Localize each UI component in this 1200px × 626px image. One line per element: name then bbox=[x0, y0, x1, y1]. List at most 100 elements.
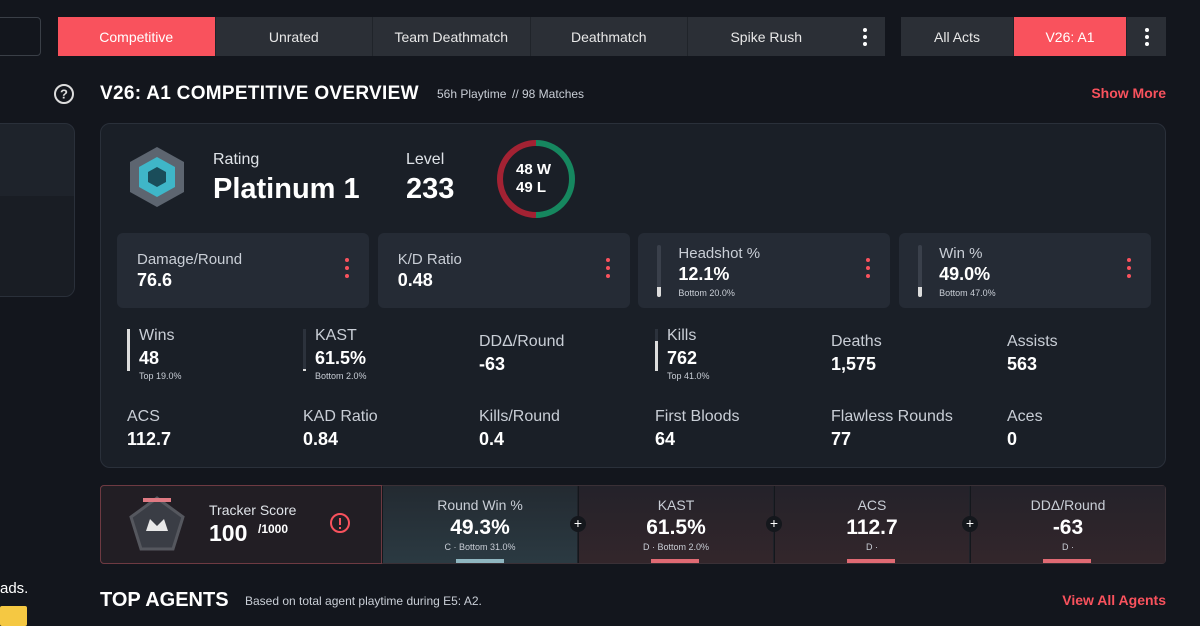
mode-tab[interactable]: Competitive bbox=[58, 17, 216, 56]
stat: Wins 48 Top 19.0% bbox=[127, 327, 297, 381]
metric-value: 112.7 bbox=[846, 516, 898, 539]
win-loss-ring bbox=[497, 140, 575, 218]
metric-grade: C · Bottom 31.0% bbox=[444, 542, 516, 552]
stat-card: Win % 49.0% Bottom 47.0% bbox=[899, 233, 1152, 308]
grade-bar bbox=[1043, 559, 1091, 563]
grade-bar bbox=[651, 559, 699, 563]
metric-grade: D · bbox=[1062, 542, 1074, 552]
stat: KAD Ratio 0.84 bbox=[303, 408, 473, 450]
mode-tab[interactable]: Team Deathmatch bbox=[373, 17, 531, 56]
more-button[interactable] bbox=[845, 17, 885, 56]
percentile-bar bbox=[127, 329, 130, 371]
stat-percentile: Top 41.0% bbox=[667, 371, 710, 381]
stat-value: 77 bbox=[831, 429, 852, 449]
rating-label: Rating bbox=[213, 151, 260, 168]
stat-percentile: Bottom 47.0% bbox=[939, 288, 996, 298]
more-button[interactable] bbox=[1127, 17, 1166, 56]
top-agents-note: Based on total agent playtime during E5:… bbox=[245, 594, 482, 608]
stat-label: ACS bbox=[127, 408, 160, 425]
dot bbox=[605, 258, 610, 262]
act-tab[interactable]: V26: A1 bbox=[1014, 17, 1127, 56]
mode-tab[interactable]: Deathmatch bbox=[530, 17, 688, 56]
view-all-agents[interactable]: View All Agents bbox=[1062, 592, 1166, 608]
svg-text:?: ? bbox=[60, 87, 68, 102]
stat-card: Headshot % 12.1% Bottom 20.0% bbox=[638, 233, 891, 308]
tracker-metric: DDΔ/Round -63 D · bbox=[970, 486, 1165, 563]
playtime: 56h Playtime bbox=[437, 87, 507, 101]
left-fragment: ads. bbox=[0, 580, 29, 597]
metric-value: 49.3% bbox=[450, 516, 510, 539]
stat-value: 0.84 bbox=[303, 429, 339, 449]
dot bbox=[345, 266, 349, 270]
percentile-fill bbox=[127, 329, 130, 371]
expand-icon[interactable]: + bbox=[962, 516, 978, 532]
stat: Assists 563 bbox=[1007, 333, 1177, 375]
stat-value: 563 bbox=[1007, 354, 1038, 374]
help-icon[interactable]: ? bbox=[53, 83, 75, 105]
stat-label: Kills bbox=[667, 327, 697, 344]
stat-value: 49.0% bbox=[939, 264, 991, 284]
tracker-label: Tracker Score bbox=[209, 502, 297, 518]
kebab-menu[interactable] bbox=[345, 258, 349, 282]
losses: 49 L bbox=[516, 179, 546, 196]
metric-value: -63 bbox=[1052, 516, 1084, 539]
stat-label: KAST bbox=[315, 327, 357, 344]
dot bbox=[866, 274, 871, 278]
dot bbox=[345, 258, 349, 262]
dot bbox=[345, 274, 349, 278]
search-box[interactable] bbox=[0, 17, 41, 56]
percentile-bar bbox=[918, 245, 923, 297]
mode-tab[interactable]: Unrated bbox=[215, 17, 373, 56]
tracker-max: /1000 bbox=[258, 522, 289, 536]
info-icon[interactable] bbox=[329, 512, 351, 534]
show-more[interactable]: Show More bbox=[1091, 85, 1166, 101]
stat-label: Win % bbox=[939, 245, 983, 262]
grade-bar bbox=[847, 559, 895, 563]
dot bbox=[605, 274, 610, 278]
stat-card: K/D Ratio 0.48 bbox=[377, 233, 630, 308]
metric-label: Round Win % bbox=[437, 497, 523, 513]
stat-value: -63 bbox=[479, 354, 506, 374]
stat: Kills/Round 0.4 bbox=[479, 408, 649, 450]
expand-icon[interactable]: + bbox=[766, 516, 782, 532]
kebab-menu[interactable] bbox=[605, 258, 610, 282]
metric-label: ACS bbox=[857, 497, 887, 513]
stat-value: 762 bbox=[667, 348, 698, 368]
yellow-button[interactable] bbox=[0, 606, 27, 626]
stat-label: First Bloods bbox=[655, 408, 740, 425]
metric-grade: D · bbox=[866, 542, 878, 552]
stat-label: Damage/Round bbox=[137, 251, 243, 268]
percentile-fill bbox=[657, 287, 662, 297]
matches: // 98 Matches bbox=[512, 87, 585, 101]
stat: KAST 61.5% Bottom 2.0% bbox=[303, 327, 485, 381]
stat-label: Wins bbox=[139, 327, 175, 344]
stat-value: 12.1% bbox=[678, 264, 730, 284]
dot bbox=[1127, 258, 1132, 262]
stat-label: Headshot % bbox=[678, 245, 761, 262]
stat-label: Deaths bbox=[831, 333, 882, 350]
stat: DDΔ/Round -63 bbox=[479, 333, 649, 375]
percentile-fill bbox=[655, 341, 658, 371]
wins-label: W bbox=[536, 161, 552, 178]
metric-value: 61.5% bbox=[646, 516, 706, 539]
stat-label: KAD Ratio bbox=[303, 408, 378, 425]
dot bbox=[605, 266, 610, 270]
kebab-menu[interactable] bbox=[866, 258, 871, 282]
stat-value: 64 bbox=[655, 429, 676, 449]
stat: Kills 762 Top 41.0% bbox=[655, 327, 837, 381]
stat-label: K/D Ratio bbox=[397, 251, 462, 268]
top-agents-title: TOP AGENTS bbox=[100, 589, 229, 611]
level-label: Level bbox=[406, 151, 445, 168]
kebab-menu[interactable] bbox=[1127, 258, 1132, 282]
stat: First Bloods 64 bbox=[655, 408, 825, 450]
percentile-fill bbox=[303, 369, 306, 371]
grade-bar bbox=[456, 559, 504, 563]
act-tab[interactable]: All Acts bbox=[901, 17, 1014, 56]
expand-icon[interactable]: + bbox=[570, 516, 586, 532]
mode-tab[interactable]: Spike Rush bbox=[688, 17, 846, 56]
stat-card: Damage/Round 76.6 bbox=[117, 233, 369, 308]
wins: 48 W bbox=[516, 161, 551, 178]
stat-value: 112.7 bbox=[127, 429, 172, 449]
level: 233 bbox=[406, 173, 455, 205]
stat-value: 61.5% bbox=[315, 348, 367, 368]
